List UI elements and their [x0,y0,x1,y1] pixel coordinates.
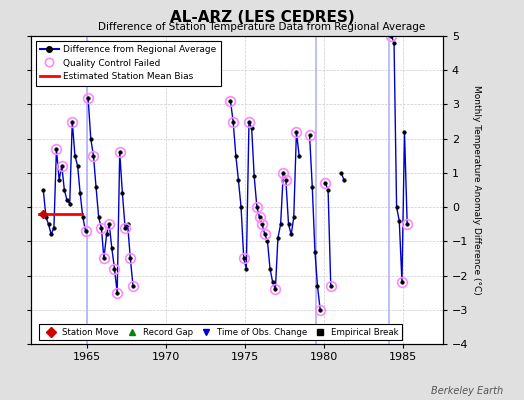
Text: Difference of Station Temperature Data from Regional Average: Difference of Station Temperature Data f… [99,22,425,32]
Text: AL-ARZ (LES CEDRES): AL-ARZ (LES CEDRES) [170,10,354,25]
Legend: Station Move, Record Gap, Time of Obs. Change, Empirical Break: Station Move, Record Gap, Time of Obs. C… [39,324,402,340]
Text: Berkeley Earth: Berkeley Earth [431,386,503,396]
Y-axis label: Monthly Temperature Anomaly Difference (°C): Monthly Temperature Anomaly Difference (… [473,85,482,295]
